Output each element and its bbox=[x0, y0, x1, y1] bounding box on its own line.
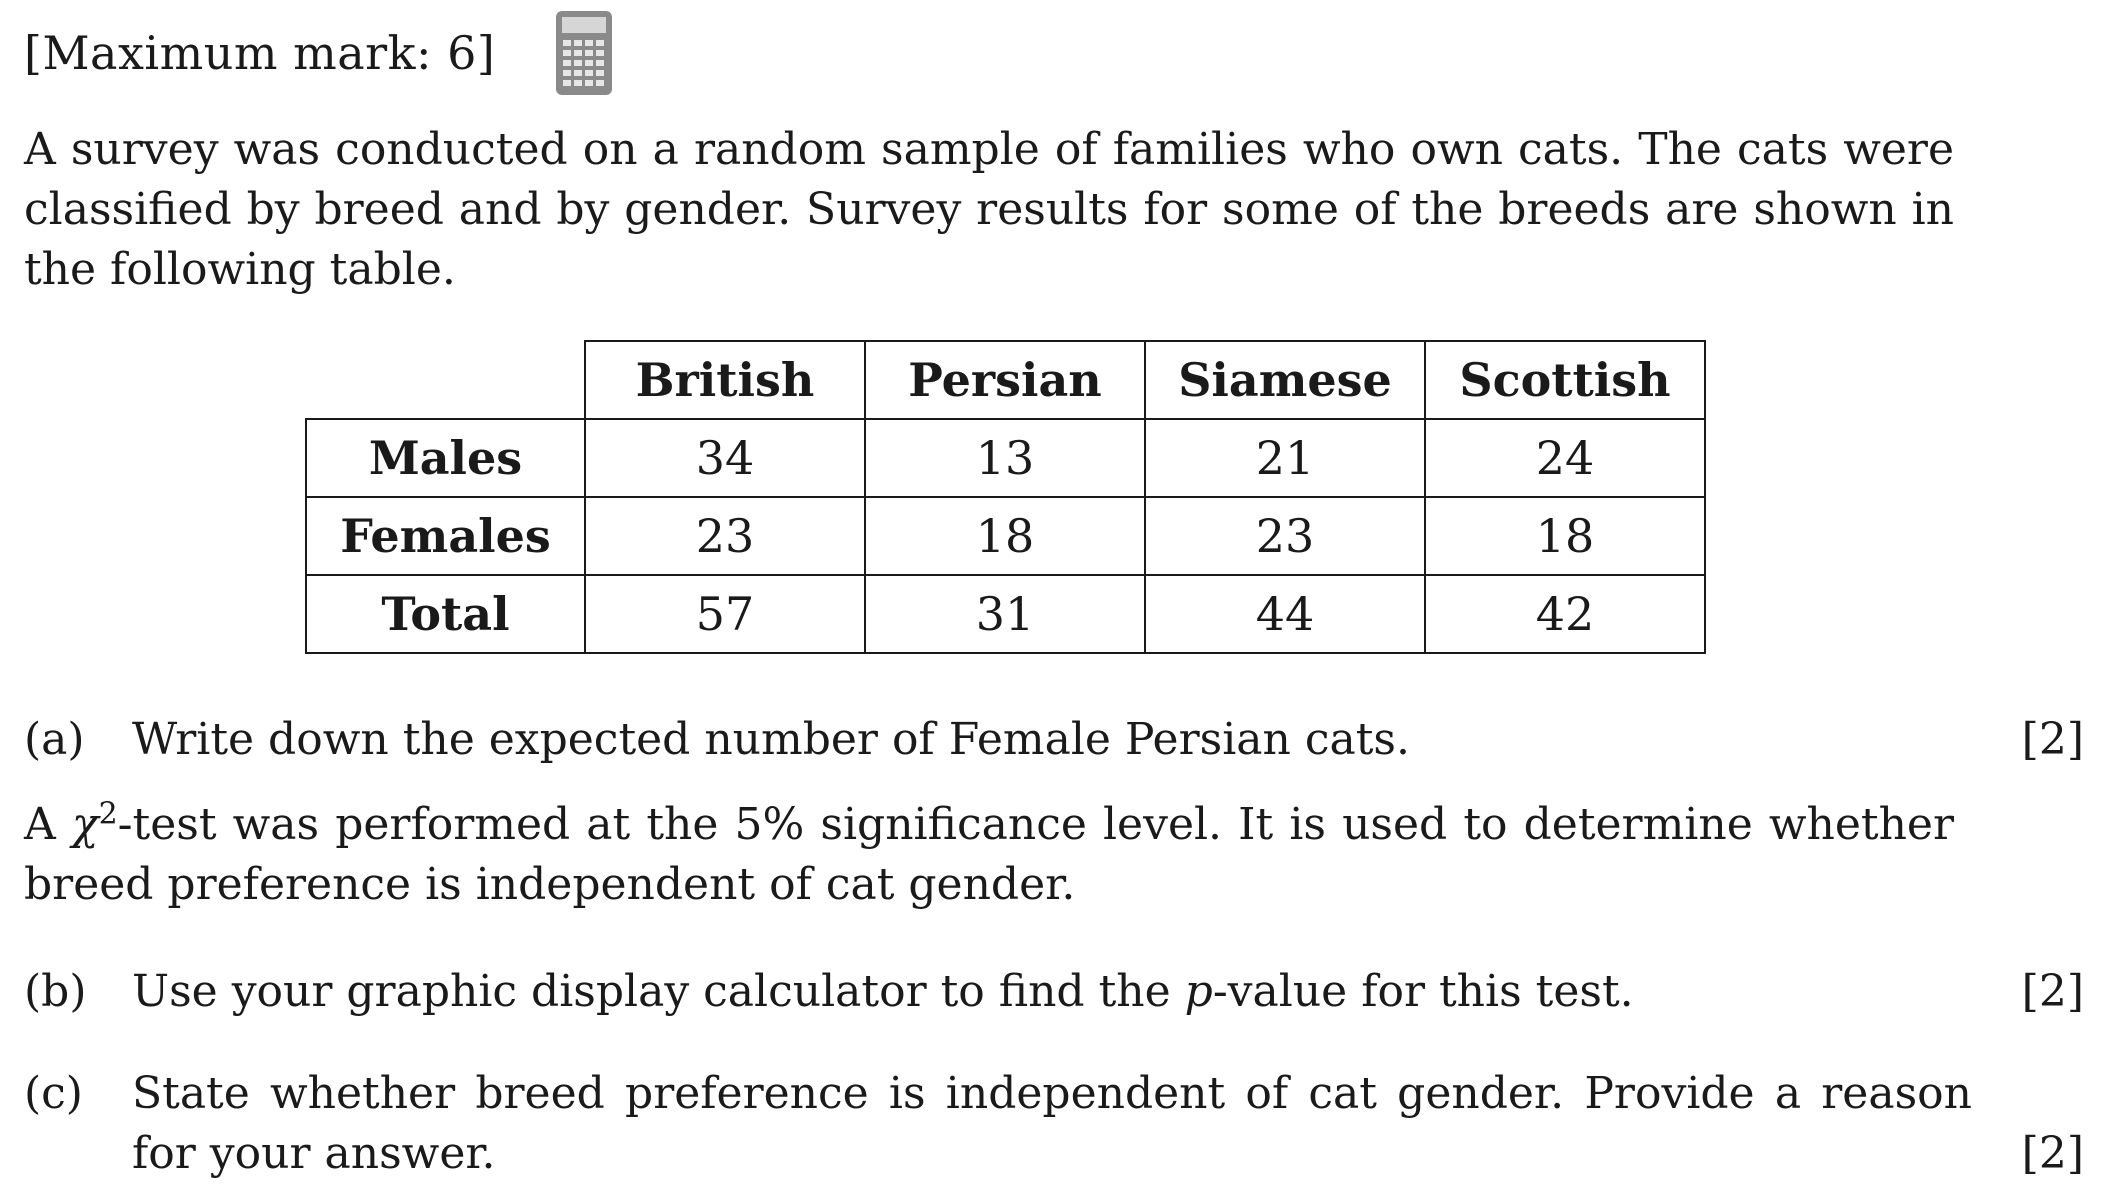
table-cell: 18 bbox=[1424, 496, 1706, 576]
question-header: [Maximum mark: 6] bbox=[24, 8, 613, 98]
question-text-before: Use your graphic display calculator to f… bbox=[132, 966, 1185, 1017]
question-marks: [2] bbox=[2021, 714, 2084, 765]
table-cell: 34 bbox=[584, 418, 866, 498]
question-text: State whether breed preference is indepe… bbox=[132, 1068, 1972, 1179]
table-cell: 44 bbox=[1144, 574, 1426, 654]
table-row: Total 57 31 44 42 bbox=[305, 574, 1706, 654]
maximum-mark: [Maximum mark: 6] bbox=[24, 26, 496, 80]
question-text-after: -value for this test. bbox=[1212, 966, 1634, 1017]
column-header: Scottish bbox=[1424, 340, 1706, 420]
row-header: Females bbox=[305, 496, 586, 576]
chi-rest: -test was performed at the 5% significan… bbox=[24, 799, 1954, 910]
table-cell: 42 bbox=[1424, 574, 1706, 654]
row-header: Total bbox=[305, 574, 586, 654]
question-label: (b) bbox=[24, 966, 87, 1017]
table-row: Females 23 18 23 18 bbox=[305, 496, 1706, 576]
chi-square-paragraph: A χ2-test was performed at the 5% signif… bbox=[24, 795, 1954, 915]
question-marks: [2] bbox=[2021, 1128, 2084, 1179]
question-marks: [2] bbox=[2021, 966, 2084, 1017]
chi-exponent: 2 bbox=[98, 796, 118, 832]
calculator-icon bbox=[555, 10, 613, 96]
table-cell: 24 bbox=[1424, 418, 1706, 498]
question-c: (c) State whether breed preference is in… bbox=[24, 1064, 2084, 1184]
row-header: Males bbox=[305, 418, 586, 498]
table-row: Males 34 13 21 24 bbox=[305, 418, 1706, 498]
chi-symbol: χ bbox=[71, 799, 99, 850]
intro-paragraph: A survey was conducted on a random sampl… bbox=[24, 124, 1954, 295]
question-text: Write down the expected number of Female… bbox=[132, 714, 1410, 765]
question-text: Use your graphic display calculator to f… bbox=[132, 962, 1972, 1022]
table-cell: 57 bbox=[584, 574, 866, 654]
column-header: Siamese bbox=[1144, 340, 1426, 420]
question-label: (a) bbox=[24, 714, 85, 765]
table-header-row: British Persian Siamese Scottish bbox=[306, 340, 1706, 420]
table-cell: 23 bbox=[584, 496, 866, 576]
column-header: British bbox=[584, 340, 866, 420]
table-corner-cell bbox=[306, 341, 586, 420]
chi-prefix: A bbox=[24, 799, 72, 850]
table-cell: 21 bbox=[1144, 418, 1426, 498]
p-variable: p bbox=[1184, 966, 1213, 1017]
column-header: Persian bbox=[864, 340, 1146, 420]
table-cell: 13 bbox=[864, 418, 1146, 498]
table-cell: 23 bbox=[1144, 496, 1426, 576]
question-label: (c) bbox=[24, 1068, 83, 1119]
table-cell: 31 bbox=[864, 574, 1146, 654]
table-cell: 18 bbox=[864, 496, 1146, 576]
cat-survey-table: British Persian Siamese Scottish Males 3… bbox=[305, 340, 1706, 654]
